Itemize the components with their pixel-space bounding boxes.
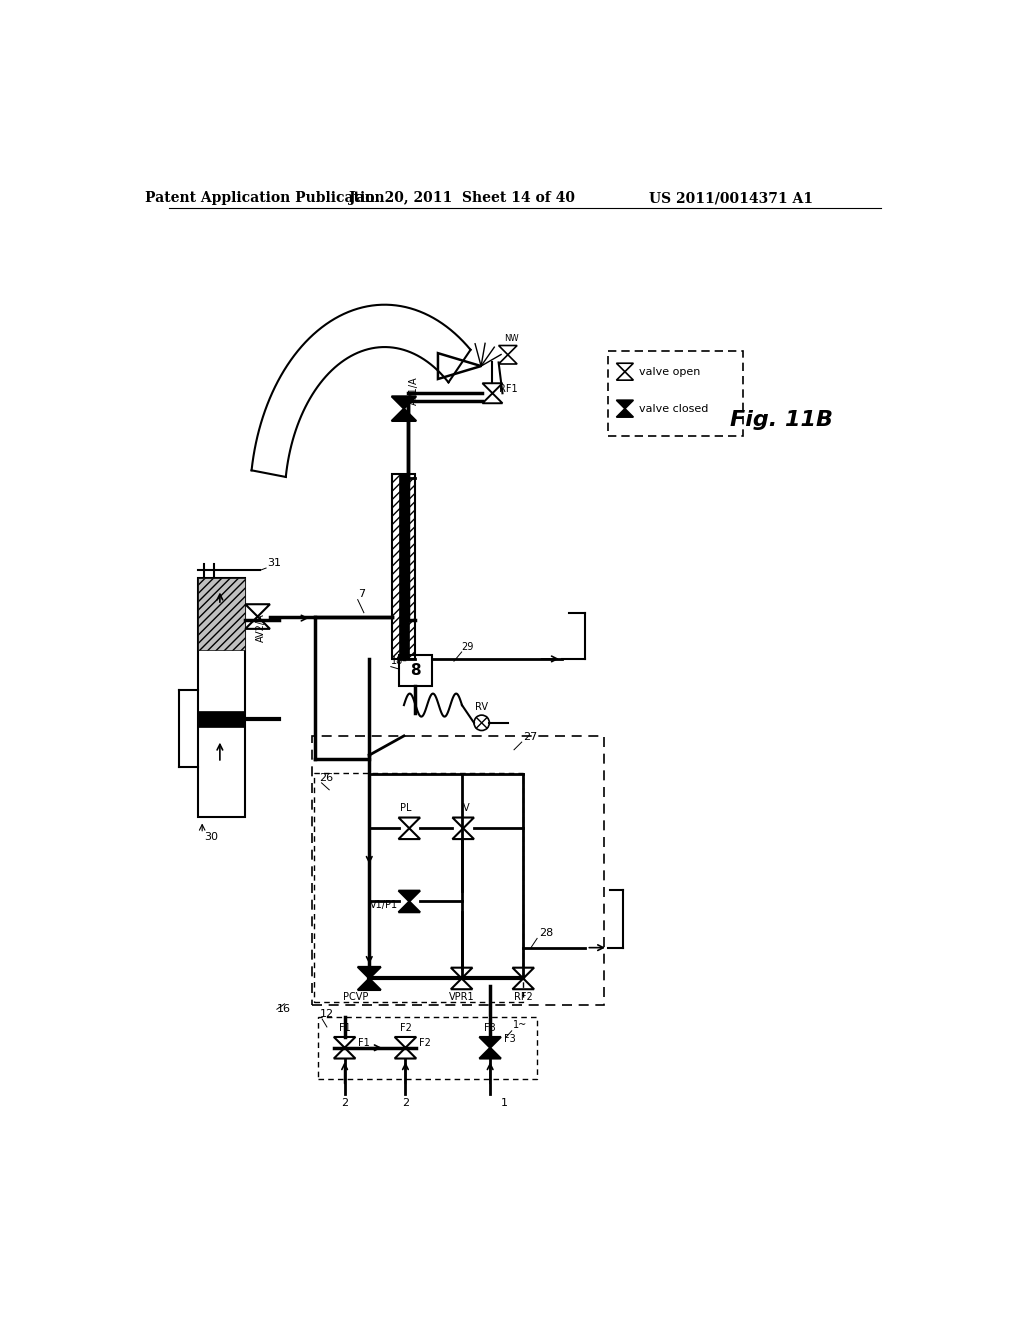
Text: PL: PL — [399, 804, 412, 813]
Text: Fig. 11B: Fig. 11B — [730, 411, 833, 430]
Polygon shape — [398, 891, 420, 902]
Bar — [311, 737, 604, 1006]
Text: valve open: valve open — [639, 367, 700, 376]
Text: 29: 29 — [462, 642, 474, 652]
Text: F1: F1 — [358, 1039, 371, 1048]
Polygon shape — [479, 1048, 501, 1059]
Text: F2: F2 — [419, 1039, 431, 1048]
Text: 28: 28 — [539, 928, 553, 939]
Polygon shape — [479, 1038, 501, 1048]
Text: F3: F3 — [504, 1035, 516, 1044]
Text: F2: F2 — [399, 1023, 412, 1032]
Text: 2: 2 — [341, 1097, 348, 1107]
Text: 1: 1 — [501, 1097, 508, 1107]
Bar — [199, 711, 245, 726]
Bar — [313, 774, 523, 1002]
Text: V: V — [463, 804, 470, 813]
Text: Jan. 20, 2011  Sheet 14 of 40: Jan. 20, 2011 Sheet 14 of 40 — [348, 191, 574, 206]
Text: 8: 8 — [411, 663, 421, 678]
Text: 7: 7 — [357, 589, 365, 599]
Text: VPR1: VPR1 — [449, 993, 474, 1002]
Text: 18: 18 — [391, 656, 403, 667]
Bar — [392, 474, 416, 659]
Text: NW: NW — [504, 334, 518, 343]
Text: AV2/A: AV2/A — [256, 612, 265, 642]
Bar — [398, 474, 410, 659]
Text: 12: 12 — [319, 1008, 334, 1019]
Polygon shape — [357, 966, 381, 978]
Text: AV1/A: AV1/A — [409, 376, 419, 405]
Polygon shape — [357, 978, 381, 990]
Text: 26: 26 — [319, 772, 334, 783]
Text: US 2011/0014371 A1: US 2011/0014371 A1 — [649, 191, 813, 206]
Text: 30: 30 — [205, 832, 218, 842]
Polygon shape — [616, 409, 634, 417]
Text: 2: 2 — [401, 1097, 409, 1107]
Text: valve closed: valve closed — [639, 404, 709, 413]
Text: V1/P1: V1/P1 — [370, 900, 397, 911]
Text: RF1: RF1 — [499, 384, 517, 395]
Polygon shape — [391, 409, 416, 421]
Text: 1~: 1~ — [513, 1020, 527, 1031]
Text: 31: 31 — [267, 558, 282, 569]
Text: PCVP: PCVP — [343, 993, 368, 1002]
Bar — [608, 351, 742, 436]
Text: RV: RV — [475, 702, 488, 711]
Bar — [199, 578, 245, 649]
Text: 16: 16 — [276, 1003, 291, 1014]
Text: RF2: RF2 — [514, 993, 532, 1002]
Polygon shape — [398, 902, 420, 912]
Text: 27: 27 — [523, 731, 538, 742]
Polygon shape — [616, 400, 634, 409]
Text: F3: F3 — [484, 1023, 496, 1032]
Polygon shape — [391, 396, 416, 409]
Bar — [317, 1016, 538, 1078]
Bar — [199, 578, 245, 817]
Text: F1: F1 — [339, 1023, 350, 1032]
Text: Patent Application Publication: Patent Application Publication — [145, 191, 385, 206]
